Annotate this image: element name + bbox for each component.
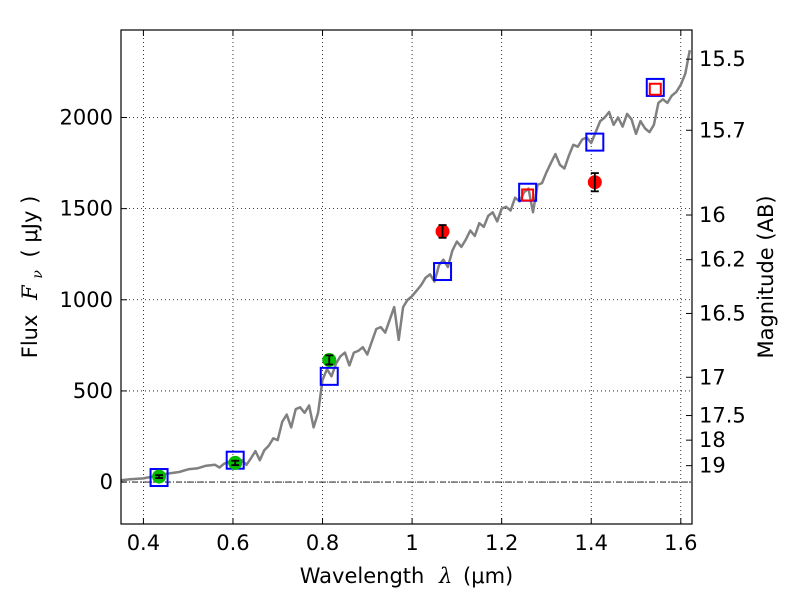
y2-tick-label: 19	[699, 454, 726, 478]
x-tick-label: 1	[405, 531, 418, 555]
x-axis-title: Wavelength λ (μm)	[300, 564, 513, 588]
model-square-marker-red	[648, 82, 662, 96]
y-tick-label: 1500	[60, 197, 113, 221]
y2-tick-label: 15.5	[699, 47, 746, 71]
y-tick-label: 0	[100, 470, 113, 494]
y2-axis-title: Magnitude (AB)	[754, 195, 778, 358]
model-square-marker	[645, 77, 665, 97]
x-tick-label: 1.4	[575, 531, 608, 555]
y2-tick-label: 15.7	[699, 118, 746, 142]
y-axis-unit: ( μJy )	[18, 196, 42, 258]
model-square-marker	[319, 366, 339, 386]
y2-tick-label: 17	[699, 365, 726, 389]
y-axis-symbol: F	[18, 284, 42, 301]
x-tick-label: 0.8	[306, 531, 339, 555]
plot-frame	[120, 29, 693, 525]
y2-tick-label: 18	[699, 428, 726, 452]
y-axis-label: Flux	[18, 315, 42, 359]
grid	[121, 30, 692, 524]
y2-tick-label: 17.5	[699, 404, 746, 428]
y-tick-label: 500	[73, 379, 113, 403]
x-tick-label: 0.6	[216, 531, 249, 555]
x-tick-label: 0.4	[127, 531, 160, 555]
model-square-marker	[433, 262, 453, 282]
y-tick-label: 1000	[60, 288, 113, 312]
y2-tick-label: 16.2	[699, 248, 746, 272]
x-axis-label: Wavelength	[300, 564, 425, 588]
model-square-marker-red	[521, 188, 535, 202]
model-square-marker	[585, 132, 605, 152]
x-tick-label: 1.6	[664, 531, 697, 555]
x-axis-symbol: λ	[438, 564, 452, 588]
axis-ticks: 0.4 0.6 0.8 1 1.2 1.4 1.6 0 500 1000 1500 2000 15.5 1…	[60, 30, 746, 555]
model-square-marker	[149, 468, 169, 488]
y-axis-title: Flux F ν ( μJy )	[18, 196, 47, 359]
x-tick-label: 1.2	[485, 531, 518, 555]
x-axis-unit: (μm)	[463, 564, 513, 588]
y2-tick-label: 16	[699, 203, 726, 227]
y2-tick-label: 16.5	[699, 301, 746, 325]
spectrum-line	[120, 49, 692, 482]
y-tick-label: 2000	[60, 105, 113, 129]
plot-data	[120, 49, 692, 488]
y-axis-subscript: ν	[30, 270, 46, 279]
